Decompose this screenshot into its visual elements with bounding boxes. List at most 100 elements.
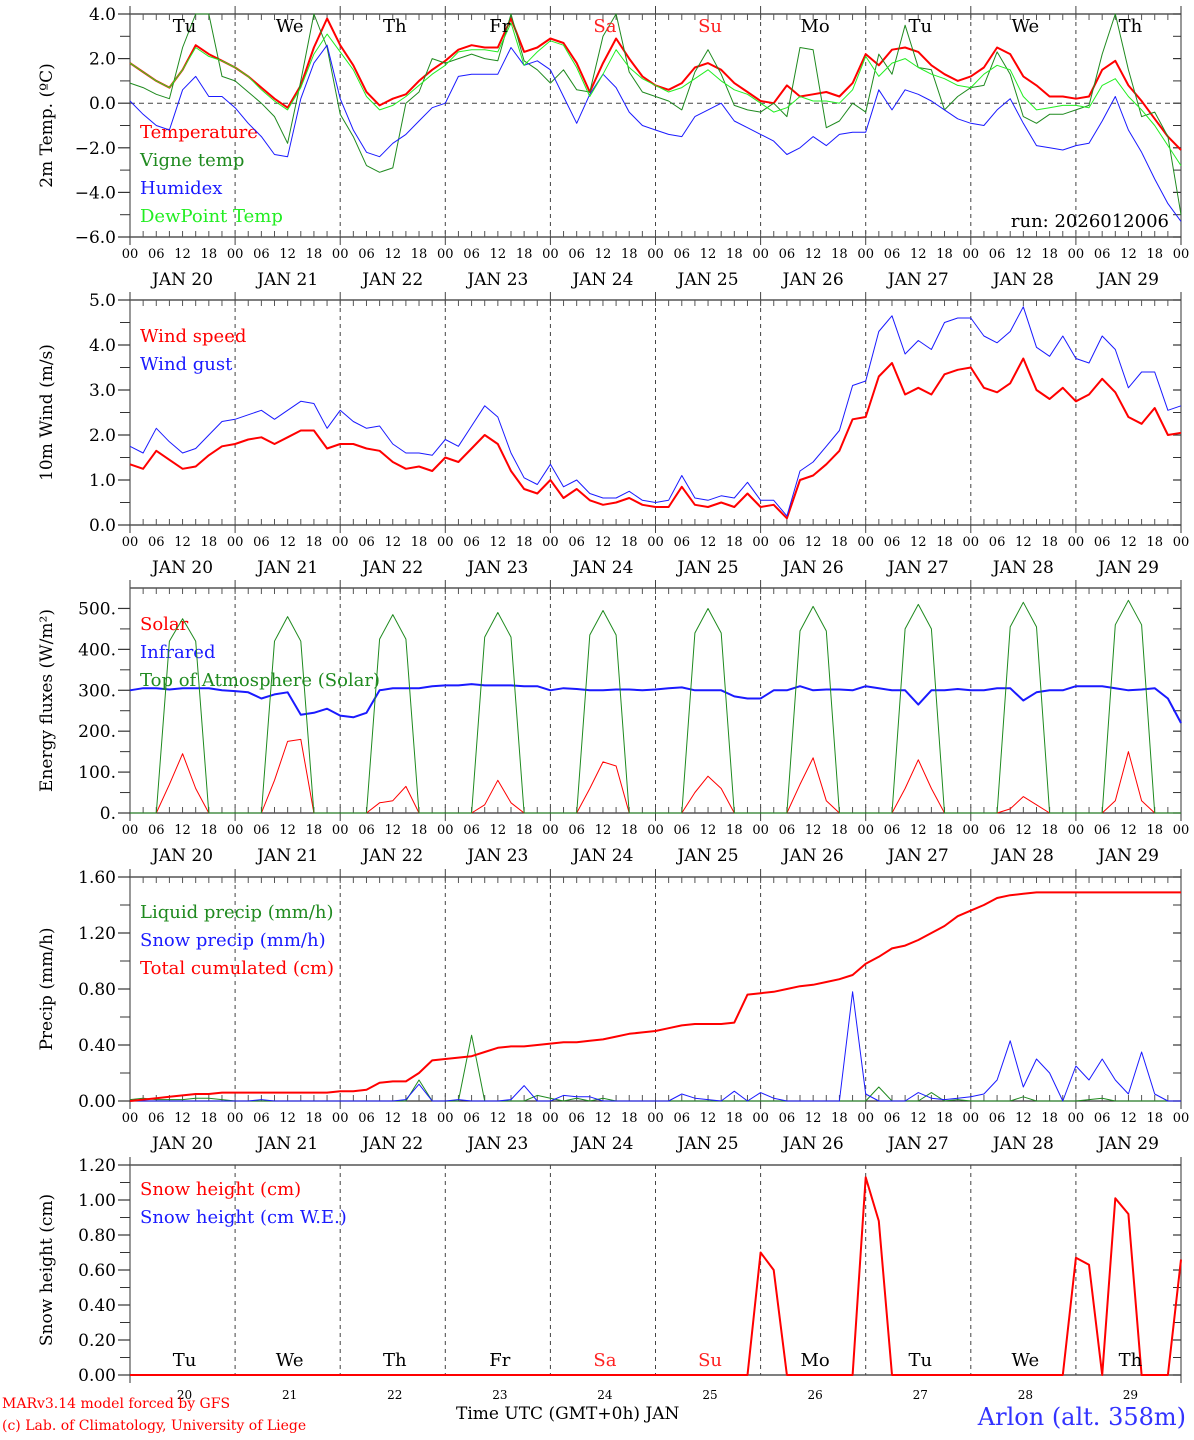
y-tick-label: 2.0 xyxy=(89,426,116,446)
x-hour-tick-label: 12 xyxy=(279,823,296,838)
station-label: Arlon (alt. 358m) xyxy=(977,1403,1186,1431)
x-date-label: JAN 26 xyxy=(781,270,844,290)
y-axis-title: Energy fluxes (W/m²) xyxy=(37,609,57,792)
x-hour-tick-label: 00 xyxy=(1173,1111,1190,1126)
x-hour-tick-label: 06 xyxy=(989,247,1006,262)
x-hour-tick-label: 12 xyxy=(384,1111,401,1126)
x-hour-tick-label: 06 xyxy=(779,535,796,550)
x-hour-tick-label: 00 xyxy=(857,247,874,262)
y-tick-label: −6.0 xyxy=(75,228,116,248)
x-day-number: 22 xyxy=(387,1388,402,1402)
x-hour-tick-label: 06 xyxy=(463,247,480,262)
weekday-label: Tu xyxy=(908,16,932,37)
x-date-label: JAN 20 xyxy=(150,1134,213,1154)
x-date-label: JAN 26 xyxy=(781,846,844,866)
x-date-label: JAN 27 xyxy=(886,1134,949,1154)
x-hour-tick-label: 18 xyxy=(621,823,638,838)
series-line-snow-height-cm xyxy=(130,1176,1182,1376)
y-tick-label: −4.0 xyxy=(75,183,116,203)
x-hour-tick-label: 18 xyxy=(1041,535,1058,550)
x-hour-tick-label: 12 xyxy=(1015,823,1032,838)
x-hour-tick-label: 12 xyxy=(174,247,191,262)
x-date-label: JAN 22 xyxy=(360,270,423,290)
x-hour-tick-label: 00 xyxy=(332,823,349,838)
x-date-label: JAN 28 xyxy=(991,270,1054,290)
legend-entry: Snow precip (mm/h) xyxy=(140,930,326,951)
weekday-label: We xyxy=(1012,16,1040,37)
x-hour-tick-label: 06 xyxy=(674,535,691,550)
x-date-label: JAN 27 xyxy=(886,846,949,866)
x-hour-tick-label: 00 xyxy=(437,1111,454,1126)
x-date-label: JAN 26 xyxy=(781,1134,844,1154)
x-day-number: 27 xyxy=(913,1388,928,1402)
legend-entry: Snow height (cm W.E.) xyxy=(140,1207,347,1228)
x-day-number: 29 xyxy=(1123,1388,1138,1402)
x-hour-tick-label: 18 xyxy=(1146,535,1163,550)
y-tick-label: 2.0 xyxy=(89,50,116,70)
y-tick-label: 5.0 xyxy=(89,291,116,311)
x-hour-tick-label: 00 xyxy=(857,823,874,838)
x-hour-tick-label: 00 xyxy=(122,1111,139,1126)
x-hour-tick-label: 06 xyxy=(253,823,270,838)
x-hour-tick-label: 18 xyxy=(306,247,323,262)
y-tick-label: 0.40 xyxy=(78,1036,116,1056)
x-hour-tick-label: 00 xyxy=(752,535,769,550)
x-hour-tick-label: 18 xyxy=(831,535,848,550)
weekday-label: Th xyxy=(383,16,407,37)
series-line-top-of-atmosphere-solar xyxy=(130,599,1181,814)
x-date-label: JAN 26 xyxy=(781,558,844,578)
y-tick-label: 400. xyxy=(78,640,116,660)
x-date-label: JAN 28 xyxy=(991,1134,1054,1154)
y-tick-label: 0.20 xyxy=(78,1331,116,1351)
x-date-label: JAN 25 xyxy=(676,1134,739,1154)
x-day-number: 21 xyxy=(282,1388,297,1402)
x-hour-tick-label: 06 xyxy=(148,247,165,262)
x-hour-tick-label: 06 xyxy=(463,1111,480,1126)
x-hour-tick-label: 12 xyxy=(174,823,191,838)
x-hour-tick-label: 00 xyxy=(647,1111,664,1126)
x-day-number: 26 xyxy=(808,1388,823,1402)
x-hour-tick-label: 06 xyxy=(779,823,796,838)
x-hour-tick-label: 06 xyxy=(884,535,901,550)
x-date-label: JAN 21 xyxy=(255,1134,318,1154)
x-hour-tick-label: 18 xyxy=(201,535,218,550)
y-axis-title: Precip (mm/h) xyxy=(37,927,57,1050)
y-tick-label: 4.0 xyxy=(89,336,116,356)
x-hour-tick-label: 18 xyxy=(726,1111,743,1126)
x-hour-tick-label: 18 xyxy=(516,1111,533,1126)
x-hour-tick-label: 00 xyxy=(963,1111,980,1126)
x-hour-tick-label: 06 xyxy=(989,535,1006,550)
x-hour-tick-label: 00 xyxy=(542,1111,559,1126)
weekday-label: Tu xyxy=(173,16,197,37)
weekday-label: Sa xyxy=(593,16,616,37)
weekday-label: Th xyxy=(1119,16,1143,37)
x-date-label: JAN 20 xyxy=(150,270,213,290)
x-hour-tick-label: 18 xyxy=(621,535,638,550)
weekday-label: Tu xyxy=(173,1350,197,1371)
x-hour-tick-label: 06 xyxy=(1094,535,1111,550)
x-hour-tick-label: 00 xyxy=(752,1111,769,1126)
legend-entry: Temperature xyxy=(140,122,258,143)
x-hour-tick-label: 12 xyxy=(805,247,822,262)
x-date-label: JAN 25 xyxy=(676,270,739,290)
y-tick-label: 0.00 xyxy=(78,1092,116,1112)
x-hour-tick-label: 12 xyxy=(384,535,401,550)
x-hour-tick-label: 06 xyxy=(568,1111,585,1126)
x-day-number: 25 xyxy=(702,1388,717,1402)
x-date-label: JAN 24 xyxy=(570,270,633,290)
x-hour-tick-label: 12 xyxy=(1015,535,1032,550)
x-hour-tick-label: 12 xyxy=(1015,1111,1032,1126)
series-line-snow-precip-mm-h xyxy=(130,991,1181,1102)
x-hour-tick-label: 18 xyxy=(936,823,953,838)
x-hour-tick-label: 12 xyxy=(490,247,507,262)
x-hour-tick-label: 00 xyxy=(437,247,454,262)
x-hour-tick-label: 06 xyxy=(674,1111,691,1126)
x-hour-tick-label: 12 xyxy=(595,535,612,550)
x-hour-tick-label: 00 xyxy=(752,247,769,262)
y-tick-label: 0.80 xyxy=(78,1226,116,1246)
x-hour-tick-label: 00 xyxy=(437,535,454,550)
x-hour-tick-label: 18 xyxy=(1146,823,1163,838)
x-date-label: JAN 28 xyxy=(991,846,1054,866)
weekday-label: Th xyxy=(1119,1350,1143,1371)
y-tick-label: 1.20 xyxy=(78,924,116,944)
